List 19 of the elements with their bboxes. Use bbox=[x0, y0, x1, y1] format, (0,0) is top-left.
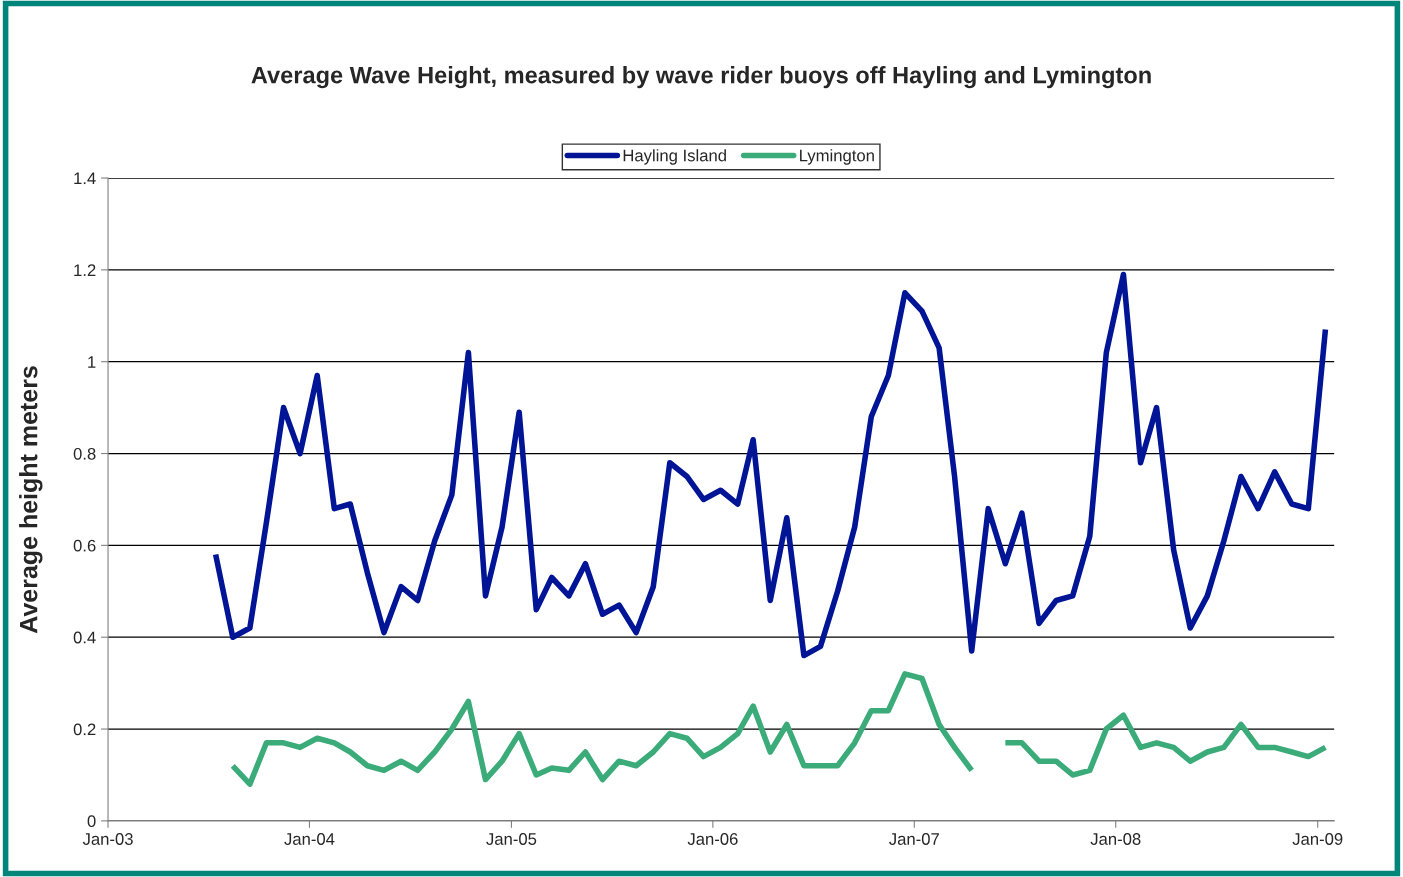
legend-label: Hayling Island bbox=[623, 149, 726, 165]
y-tick-label: 0.8 bbox=[73, 447, 96, 460]
chart-title: Average Wave Height, measured by wave rider buoys off Hayling and Lymington bbox=[251, 66, 1151, 89]
x-tick-label: Jan-03 bbox=[82, 833, 133, 845]
x-tick-label: Jan-05 bbox=[486, 833, 537, 845]
x-tick-label: Jan-09 bbox=[1292, 833, 1343, 845]
y-tick-label: 0.2 bbox=[73, 723, 96, 736]
legend-label: Lymington bbox=[800, 149, 874, 165]
y-tick-label: 0.4 bbox=[73, 631, 96, 644]
y-tick-label: 1.4 bbox=[74, 172, 96, 185]
y-axis-title: Average height meters bbox=[19, 366, 43, 634]
y-tick-label: 1.2 bbox=[74, 264, 96, 276]
y-tick-label: 0 bbox=[87, 815, 96, 828]
x-tick-label: Jan-06 bbox=[687, 833, 738, 845]
y-tick-label: 0.6 bbox=[73, 539, 96, 552]
x-tick-label: Jan-08 bbox=[1090, 833, 1141, 845]
x-tick-label: Jan-07 bbox=[889, 833, 939, 845]
x-tick-label: Jan-04 bbox=[284, 833, 335, 845]
y-tick-label: 1 bbox=[88, 356, 96, 368]
